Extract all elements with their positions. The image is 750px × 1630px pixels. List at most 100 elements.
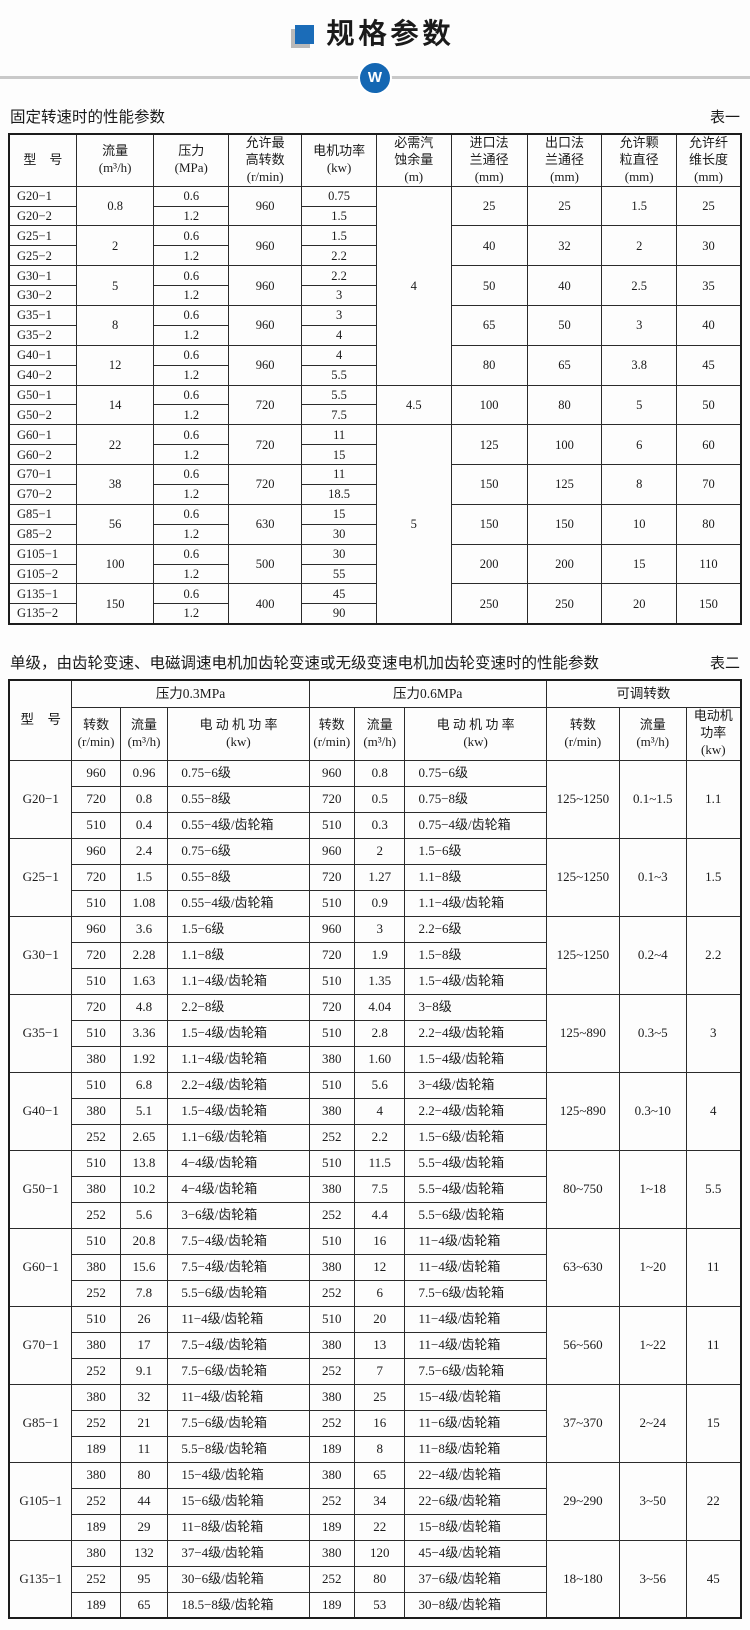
- outlet-flange-cell: 200: [526, 543, 603, 585]
- rpm-03-cell: 510: [71, 1149, 121, 1177]
- flow-cell: 100: [75, 543, 155, 585]
- table-row: 510 1.63 1.1−4级/齿轮箱 510 1.35 1.5−4级/齿轮箱: [9, 967, 741, 995]
- flow-03-cell: 11: [119, 1435, 169, 1463]
- flow-cell: 5: [75, 265, 155, 307]
- flow-06-cell: 16: [353, 1409, 406, 1437]
- power-cell: 15: [301, 444, 377, 466]
- motor-power-06-cell: 2.2−4级/齿轮箱: [404, 1019, 547, 1047]
- outlet-flange-cell: 50: [526, 305, 603, 346]
- pressure-cell: 1.2: [153, 245, 230, 267]
- motor-power-06-cell: 7.5−6级/齿轮箱: [404, 1279, 547, 1307]
- table-row: 720 1.5 0.55−8级 720 1.27 1.1−8级: [9, 863, 741, 891]
- adj-flow-cell: 0.3~5: [618, 993, 687, 1073]
- outlet-flange-cell: 40: [526, 265, 603, 307]
- header-cell-flow: 流量 (m³/h): [75, 133, 155, 187]
- motor-power-06-cell: 2.2−4级/齿轮箱: [404, 1097, 547, 1125]
- adj-rpm-cell: 18~180: [545, 1539, 620, 1619]
- table-row: G105−1 380 80 15−4级/齿轮箱 380 65 22−4级/齿轮箱 29~290…: [8, 1461, 742, 1541]
- flow-03-cell: 2.4: [119, 837, 169, 865]
- table1-tag: 表一: [709, 110, 740, 126]
- blue-square-icon: [295, 25, 315, 44]
- model-cell: G135−1: [8, 583, 77, 605]
- inlet-flange-cell: 65: [450, 305, 528, 346]
- table-row: 510 0.4 0.55−4级/齿轮箱 510 0.3 0.75−4级/齿轮箱: [9, 811, 741, 839]
- motor-power-06-cell: 1.5−6级: [404, 837, 547, 865]
- rpm-03-cell: 252: [71, 1487, 121, 1515]
- outlet-flange-cell: 100: [526, 424, 603, 466]
- motor-power-06-cell: 11−4级/齿轮箱: [404, 1305, 547, 1333]
- motor-power-03-cell: 0.55−4级/齿轮箱: [167, 811, 310, 839]
- adj-power-cell: 2.2: [685, 915, 742, 995]
- model-cell: G50−2: [8, 404, 77, 426]
- motor-power-06-cell: 11−4级/齿轮箱: [404, 1227, 547, 1255]
- table1-body: G20−1 0.8 0.6 960 0.75 4 25 25 1.5 25 G20−2 1.2 1.5 G…: [8, 185, 742, 625]
- motor-power-06-cell: 30−8级/齿轮箱: [404, 1591, 547, 1619]
- motor-power-03-cell: 4−4级/齿轮箱: [167, 1175, 310, 1203]
- header-group-adjustable: 可调转数: [545, 679, 742, 708]
- pressure-cell: 0.6: [153, 464, 230, 486]
- pressure-cell: 1.2: [153, 205, 230, 227]
- rpm-06-cell: 189: [308, 1513, 355, 1541]
- motor-power-03-cell: 11−8级/齿轮箱: [167, 1513, 310, 1541]
- adj-flow-cell: 1~18: [618, 1149, 687, 1229]
- speed-cell: 400: [228, 583, 303, 625]
- rpm-06-cell: 720: [308, 993, 355, 1021]
- rpm-03-cell: 252: [71, 1123, 121, 1151]
- rpm-03-cell: 252: [71, 1357, 121, 1385]
- motor-power-03-cell: 2.2−4级/齿轮箱: [167, 1071, 310, 1099]
- flow-06-cell: 80: [353, 1565, 406, 1593]
- motor-power-03-cell: 1.5−4级/齿轮箱: [167, 1019, 310, 1047]
- outlet-flange-cell: 65: [526, 344, 603, 386]
- motor-power-03-cell: 18.5−8级/齿轮箱: [167, 1591, 310, 1619]
- rpm-06-cell: 252: [308, 1357, 355, 1385]
- header-cell-model: 型 号: [8, 133, 77, 187]
- power-cell: 18.5: [301, 484, 377, 505]
- page-title-row: 规格参数: [0, 0, 750, 52]
- model-cell: G20−2: [8, 205, 77, 227]
- rpm-06-cell: 252: [308, 1409, 355, 1437]
- rpm-06-cell: 252: [308, 1123, 355, 1151]
- header-cell-adj-power: 电动机功率 (kw): [685, 706, 742, 761]
- flow-06-cell: 120: [353, 1539, 406, 1567]
- flow-03-cell: 21: [119, 1409, 169, 1437]
- flow-06-cell: 6: [353, 1279, 406, 1307]
- table-row: G50−1 14 0.6 720 5.5 4.5 100 80 5 50: [8, 384, 742, 426]
- flow-03-cell: 44: [119, 1487, 169, 1515]
- flow-03-cell: 2.28: [119, 941, 169, 969]
- table-row: 252 9.1 7.5−6级/齿轮箱 252 7 7.5−6级/齿轮箱: [9, 1357, 741, 1385]
- outlet-flange-cell: 250: [526, 583, 603, 625]
- particle-cell: 6: [601, 424, 678, 466]
- flow-cell: 38: [75, 464, 155, 505]
- adj-rpm-cell: 29~290: [545, 1461, 620, 1541]
- flow-06-cell: 0.9: [353, 889, 406, 917]
- adj-rpm-cell: 56~560: [545, 1305, 620, 1385]
- rpm-06-cell: 510: [308, 1227, 355, 1255]
- model-cell: G70−1: [8, 464, 77, 486]
- header-cell-outlet-flange: 出口法 兰通径 (mm): [526, 133, 603, 187]
- flow-06-cell: 7.5: [353, 1175, 406, 1203]
- pressure-cell: 0.6: [153, 384, 230, 406]
- table2-sub-header-row: 转数 (r/min) 流量 (m³/h) 电 动 机 功 率 (kw) 转数 (…: [9, 706, 742, 761]
- motor-power-06-cell: 0.75−8级: [404, 785, 547, 813]
- header-cell-npsh: 必需汽 蚀余量 (m): [375, 133, 452, 187]
- fiber-cell: 70: [676, 464, 742, 505]
- adj-rpm-cell: 37~370: [545, 1383, 620, 1463]
- pressure-cell: 1.2: [153, 324, 230, 346]
- flow-06-cell: 65: [353, 1461, 406, 1489]
- flow-03-cell: 26: [119, 1305, 169, 1333]
- speed-cell: 630: [228, 503, 303, 545]
- rpm-03-cell: 510: [71, 967, 121, 995]
- flow-03-cell: 65: [119, 1591, 169, 1619]
- motor-power-06-cell: 1.5−4级/齿轮箱: [404, 1045, 547, 1073]
- flow-03-cell: 1.63: [119, 967, 169, 995]
- pressure-cell: 0.6: [153, 185, 230, 207]
- adj-rpm-cell: 125~890: [545, 1071, 620, 1151]
- table-row: 189 29 11−8级/齿轮箱 189 22 15−8级/齿轮箱: [9, 1513, 741, 1541]
- motor-power-03-cell: 15−4级/齿轮箱: [167, 1461, 310, 1489]
- speed-cell: 720: [228, 464, 303, 505]
- motor-power-06-cell: 5.5−6级/齿轮箱: [404, 1201, 547, 1229]
- fiber-cell: 150: [676, 583, 742, 625]
- table-row: G70−1 38 0.6 720 11 150 125 8 70: [8, 464, 742, 505]
- rpm-06-cell: 510: [308, 811, 355, 839]
- motor-power-06-cell: 37−6级/齿轮箱: [404, 1565, 547, 1593]
